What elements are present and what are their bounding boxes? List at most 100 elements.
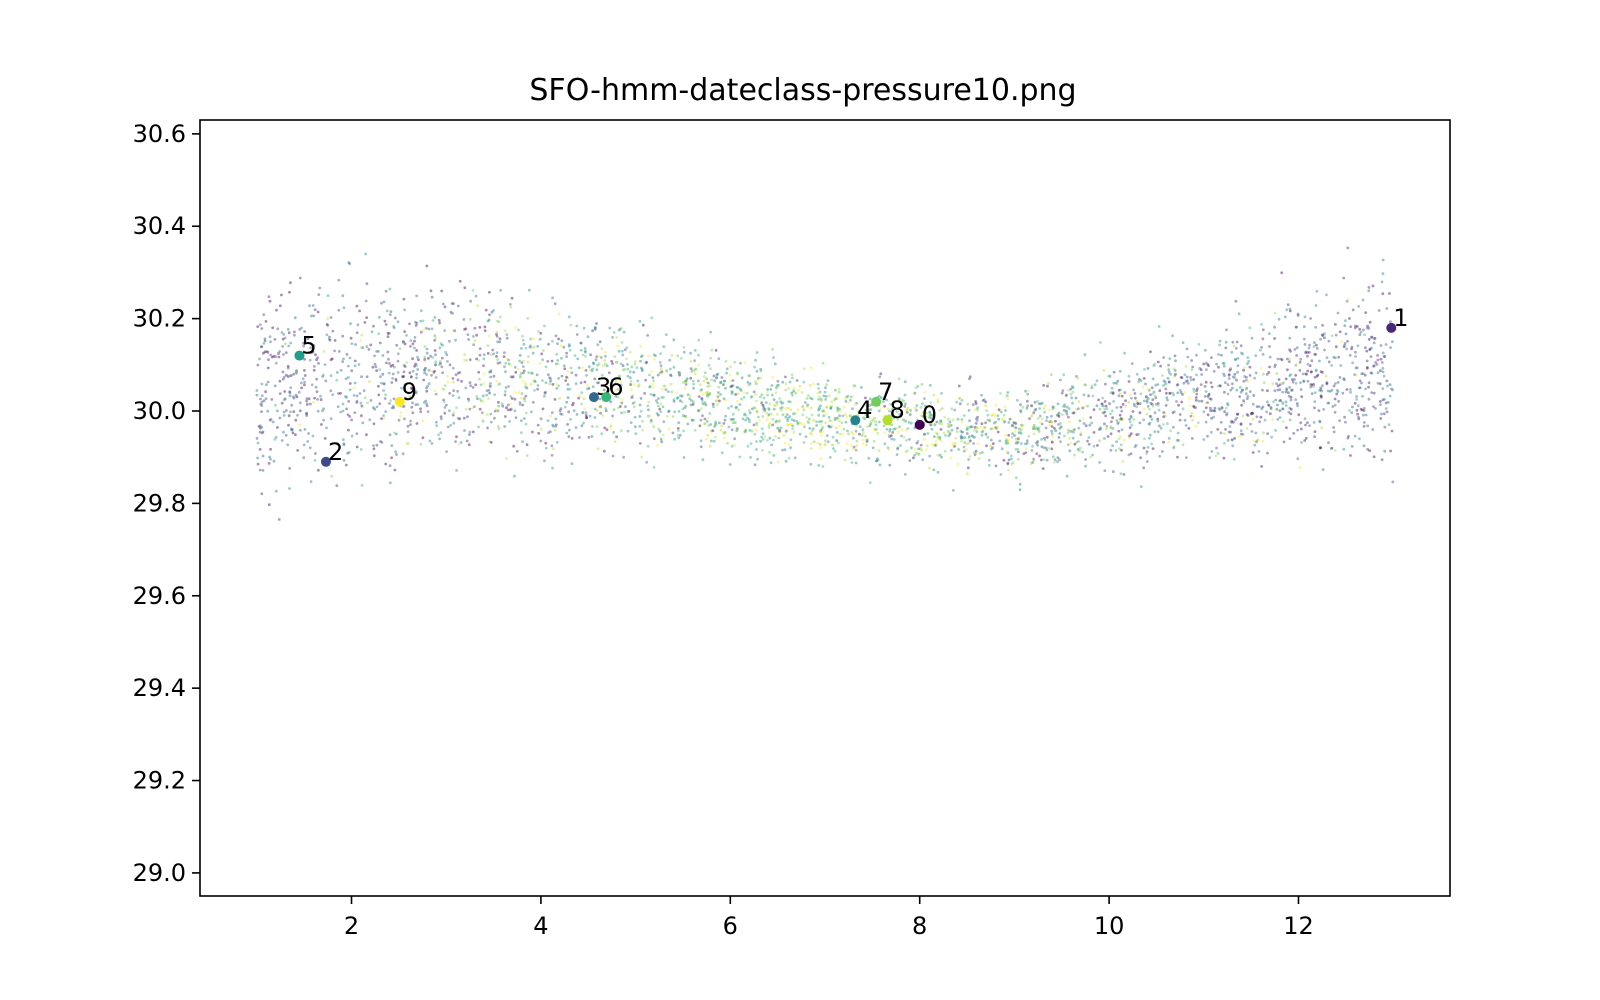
background-point [1225, 328, 1228, 332]
background-point [836, 397, 840, 400]
background-point [284, 373, 288, 377]
background-point [885, 398, 888, 402]
background-point [1365, 326, 1369, 330]
background-point [659, 410, 663, 413]
background-point [483, 325, 487, 329]
background-point [1308, 351, 1311, 354]
background-point [579, 348, 583, 352]
background-point [863, 417, 867, 421]
background-point [410, 375, 413, 379]
background-point [733, 421, 737, 425]
background-point [705, 377, 709, 381]
background-point [1014, 426, 1018, 430]
background-point [289, 386, 293, 389]
background-point [1286, 303, 1290, 306]
background-point [1316, 373, 1320, 377]
background-point [683, 379, 687, 383]
background-point [369, 399, 373, 402]
background-point [632, 405, 636, 409]
background-point [389, 399, 393, 402]
background-point [1172, 393, 1175, 397]
background-point [897, 377, 901, 381]
background-point [380, 417, 383, 420]
background-point [1209, 409, 1212, 413]
background-point [423, 371, 426, 375]
background-point [347, 376, 350, 379]
background-point [1045, 448, 1049, 452]
background-point [344, 377, 348, 381]
background-point [521, 371, 525, 375]
background-point [736, 392, 740, 396]
background-point [266, 350, 270, 354]
background-point [584, 414, 588, 417]
background-point [1234, 299, 1238, 303]
background-point [493, 416, 496, 420]
background-point [720, 376, 724, 379]
background-point [890, 437, 894, 441]
background-point [1150, 386, 1154, 390]
background-point [725, 371, 728, 375]
background-point [1281, 390, 1285, 394]
background-point [703, 422, 707, 426]
background-point [280, 401, 284, 405]
background-point [1206, 434, 1209, 438]
background-point [971, 403, 975, 407]
background-point [489, 382, 492, 385]
background-point [372, 454, 376, 458]
background-point [722, 383, 725, 386]
background-point [274, 355, 277, 359]
background-point [1109, 432, 1113, 436]
cluster-label-2: 2 [328, 438, 343, 466]
background-point [430, 369, 433, 373]
background-point [1118, 417, 1122, 421]
y-tick-label: 29.4 [133, 674, 186, 702]
background-point [1058, 378, 1062, 382]
background-point [630, 365, 634, 369]
background-point [565, 355, 568, 358]
background-point [815, 420, 818, 424]
background-point [798, 421, 801, 425]
background-point [395, 453, 398, 456]
background-point [1353, 401, 1357, 405]
background-point [541, 358, 545, 362]
background-point [359, 448, 363, 451]
background-point [755, 448, 758, 451]
background-point [1248, 374, 1252, 377]
background-point [960, 436, 963, 440]
background-point [997, 408, 1001, 411]
x-tick-label: 8 [912, 912, 927, 940]
background-point [974, 421, 978, 425]
background-point [391, 363, 395, 367]
background-point [960, 420, 964, 424]
background-point [305, 412, 308, 416]
background-point [628, 376, 632, 380]
background-point [864, 413, 868, 417]
background-point [672, 398, 676, 401]
background-point [296, 449, 300, 452]
background-point [1379, 369, 1382, 372]
background-point [621, 368, 625, 372]
background-point [1108, 402, 1111, 406]
background-point [647, 408, 650, 412]
background-point [1319, 395, 1323, 398]
background-point [628, 370, 632, 374]
background-point [1102, 411, 1105, 415]
background-point [743, 413, 746, 417]
background-point [573, 354, 577, 357]
background-point [1172, 446, 1176, 450]
background-point [475, 333, 478, 337]
background-point [784, 388, 788, 392]
background-point [486, 344, 490, 347]
background-point [893, 427, 897, 431]
background-point [637, 383, 641, 387]
background-point [766, 439, 769, 442]
background-point [1224, 346, 1228, 350]
background-point [671, 415, 675, 418]
background-point [1142, 418, 1145, 422]
background-point [684, 404, 688, 408]
background-point [863, 434, 867, 438]
background-point [496, 319, 499, 323]
background-point [1249, 412, 1253, 416]
background-point [792, 412, 795, 416]
background-point [738, 403, 742, 406]
